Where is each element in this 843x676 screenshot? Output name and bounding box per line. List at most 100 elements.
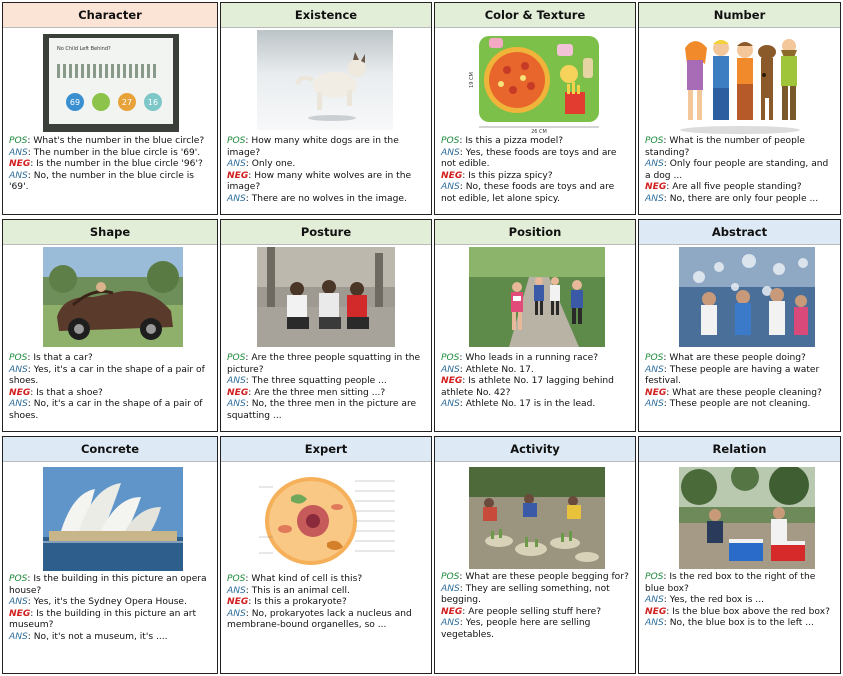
pos-tag: POS <box>227 353 246 363</box>
answer-text: : Yes, the red box is ... <box>663 595 764 606</box>
question-text: : How many white wolves are in the image… <box>227 170 412 193</box>
question-text: : Are the three people squatting in the … <box>227 353 421 375</box>
question-text: : What kind of cell is this? <box>245 574 363 584</box>
question-text: : Is the red box to the right of the blu… <box>645 572 816 594</box>
question-text: : What are these people begging for? <box>459 572 629 582</box>
card-abstract: Abstract POS: What are these people doin… <box>638 219 841 432</box>
question-text: : Are the three men sitting ...? <box>248 387 386 398</box>
ans-tag: ANS <box>227 376 246 387</box>
card-title: Abstract <box>639 220 840 245</box>
answer-text: : No, it's not a museum, it's .... <box>27 631 168 642</box>
question-text: : What are these people doing? <box>663 353 806 363</box>
card-title: Activity <box>435 437 635 462</box>
ans-tag: ANS <box>9 597 28 608</box>
answer-text: : No, these foods are toys and are not e… <box>441 182 615 204</box>
ans-tag: ANS <box>645 618 664 629</box>
ans-tag: ANS <box>9 364 28 375</box>
question-text: : Is the building in this picture an art… <box>9 608 197 631</box>
pos-tag: POS <box>645 353 664 363</box>
card-title: Number <box>639 3 840 28</box>
card-title: Character <box>3 3 217 28</box>
answer-text: : No, the number in the blue circle is '… <box>9 170 194 193</box>
question-text: : Is this pizza spicy? <box>462 170 553 181</box>
ans-tag: ANS <box>227 193 246 204</box>
qa-text: POS: Who leads in a running race? ANS: A… <box>441 353 631 411</box>
pos-tag: POS <box>9 574 28 584</box>
ans-tag: ANS <box>645 159 664 170</box>
ans-tag: ANS <box>441 399 460 410</box>
ans-tag: ANS <box>9 399 28 410</box>
cartoon-group-photo <box>675 30 805 134</box>
width-label: 26 CM <box>531 129 547 134</box>
card-number: Number <box>638 2 841 215</box>
card-activity: Activity POS: What are these people begg… <box>434 436 636 674</box>
ans-tag: ANS <box>9 147 28 158</box>
pos-tag: POS <box>9 136 28 146</box>
ans-tag: ANS <box>645 595 664 606</box>
neg-tag: NEG <box>227 387 249 398</box>
toy-food-photo: 26 CM 19 CM <box>465 30 605 134</box>
qa-text: POS: Is that a car? ANS: Yes, it's a car… <box>9 353 213 423</box>
ans-tag: ANS <box>227 608 246 619</box>
qa-text: POS: Are the three people squatting in t… <box>227 353 427 423</box>
neg-tag: NEG <box>227 170 249 181</box>
answer-text: : Yes, it's a car in the shape of a pair… <box>9 364 205 387</box>
ans-tag: ANS <box>441 182 460 193</box>
question-text: : Who leads in a running race? <box>459 353 599 363</box>
question-text: : Is this a pizza model? <box>459 136 564 146</box>
answer-text: : No, the three men in the picture are s… <box>227 399 417 421</box>
ans-tag: ANS <box>645 193 664 204</box>
slide-photo: No Child Left Behind? 69 27 16 <box>43 34 179 132</box>
question-text: : Is the building in this picture an ope… <box>9 574 207 596</box>
question-text: : Is the blue box above the red box? <box>666 606 830 617</box>
question-text: : How many white dogs are in the image? <box>227 136 399 158</box>
card-title: Shape <box>3 220 217 245</box>
pos-tag: POS <box>441 572 460 582</box>
question-text: : What is the number of people standing? <box>645 136 805 158</box>
pos-tag: POS <box>227 136 246 146</box>
card-position: Position POS: Who leads in a running rac… <box>434 219 636 432</box>
qa-text: POS: How many white dogs are in the imag… <box>227 136 427 206</box>
pos-tag: POS <box>441 353 460 363</box>
dog-snow-photo <box>257 30 393 130</box>
circle-number: 27 <box>122 98 132 107</box>
water-festival-photo <box>679 247 815 347</box>
question-text: : What are these people cleaning? <box>666 387 822 398</box>
question-text: : What's the number in the blue circle? <box>27 136 205 146</box>
ans-tag: ANS <box>441 583 460 594</box>
card-expert: Expert POS: What kind of cell is this? <box>220 436 432 674</box>
ans-tag: ANS <box>9 170 28 181</box>
running-race-photo <box>469 247 605 347</box>
qa-text: POS: Is the red box to the right of the … <box>645 572 836 630</box>
ans-tag: ANS <box>441 364 460 375</box>
qa-text: POS: What kind of cell is this? ANS: Thi… <box>227 574 427 632</box>
vegetable-market-photo <box>469 467 605 569</box>
answer-text: : Athlete No. 17 is in the lead. <box>459 399 596 410</box>
circle-number: 69 <box>70 98 80 107</box>
card-title: Expert <box>221 437 431 462</box>
pos-tag: POS <box>227 574 246 584</box>
card-title: Position <box>435 220 635 245</box>
qa-text: POS: Is the building in this picture an … <box>9 574 213 644</box>
card-title: Concrete <box>3 437 217 462</box>
card-title: Existence <box>221 3 431 28</box>
answer-text: : This is an animal cell. <box>245 585 350 596</box>
neg-tag: NEG <box>645 387 667 398</box>
question-text: : Is that a car? <box>27 353 93 363</box>
card-title: Posture <box>221 220 431 245</box>
answer-text: : No, it's a car in the shape of a pair … <box>9 399 203 421</box>
neg-tag: NEG <box>645 182 667 193</box>
card-character: Character No Child Left Behind? 69 27 16… <box>2 2 218 215</box>
answer-text: : These people are having a water festiv… <box>645 364 820 387</box>
question-text: : Are all five people standing? <box>666 182 802 193</box>
ans-tag: ANS <box>645 399 664 410</box>
question-text: : Is the number in the blue circle '96'? <box>30 159 203 170</box>
question-text: : Is this a prokaryote? <box>248 597 347 608</box>
ans-tag: ANS <box>227 585 246 596</box>
answer-text: : These people are not cleaning. <box>663 399 811 410</box>
card-color-texture: Color & Texture 26 CM 19 CM POS: Is this <box>434 2 636 215</box>
squatting-men-photo <box>257 247 395 347</box>
ans-tag: ANS <box>227 159 246 170</box>
neg-tag: NEG <box>9 608 31 619</box>
